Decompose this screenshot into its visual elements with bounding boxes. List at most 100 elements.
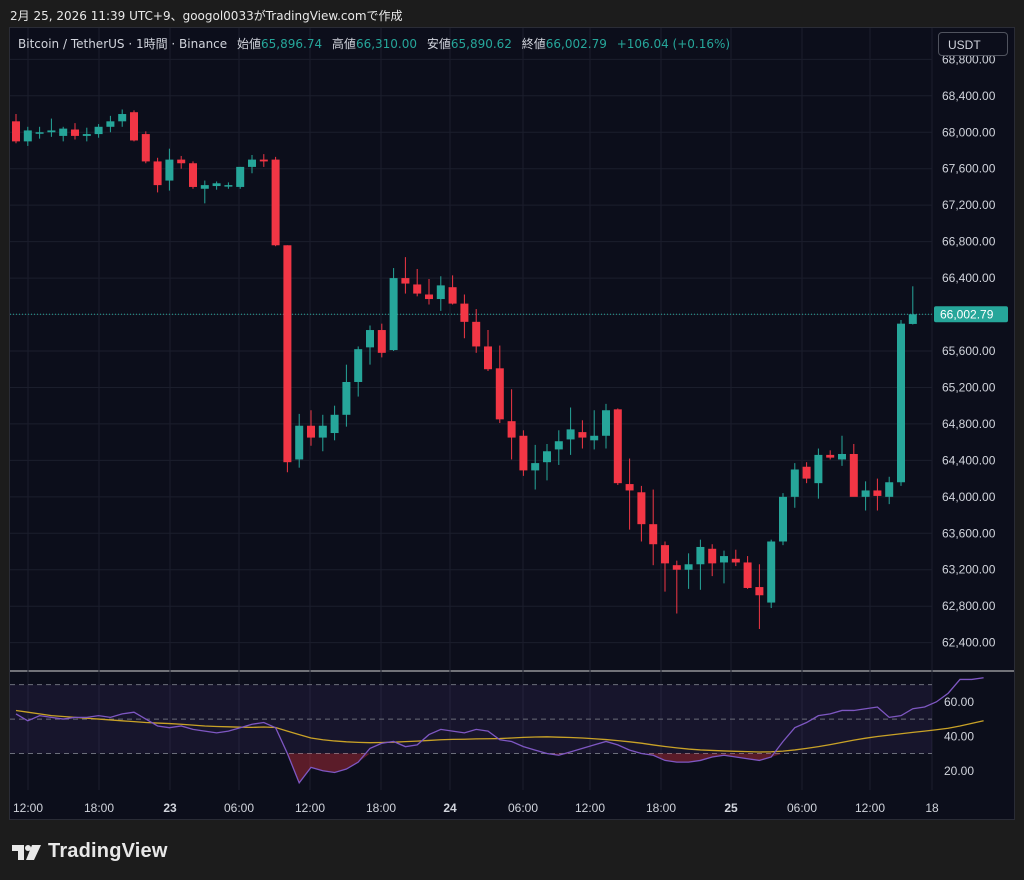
candle bbox=[59, 126, 68, 142]
candle-body bbox=[661, 545, 669, 564]
chart-canvas[interactable]: 12:00 18:00 23 06:00 12:00 18:00 24 06:00 12:00 1… bbox=[10, 28, 1015, 820]
candle bbox=[436, 276, 445, 311]
price-axis-label: 62,800.00 bbox=[942, 599, 996, 613]
time-axis-label: 06:00 bbox=[224, 801, 254, 815]
candle bbox=[259, 154, 268, 167]
symbol-title[interactable]: Bitcoin / TetherUS · 1時間 · Binance bbox=[18, 37, 228, 51]
candle bbox=[354, 346, 363, 397]
candle-body bbox=[908, 314, 917, 324]
last-price-tag-text: 66,002.79 bbox=[940, 307, 994, 321]
high-value: 66,310.00 bbox=[355, 37, 418, 51]
candle bbox=[71, 123, 79, 140]
candle bbox=[578, 420, 587, 449]
low-label: 安値 bbox=[426, 37, 451, 51]
candle-body bbox=[672, 565, 681, 570]
candle bbox=[106, 115, 115, 133]
change-value: +106.04 (+0.16%) bbox=[616, 37, 731, 51]
candle bbox=[377, 323, 386, 358]
candle-body bbox=[12, 121, 20, 142]
price-axis-label: 64,800.00 bbox=[942, 417, 996, 431]
candle bbox=[602, 403, 610, 449]
candle bbox=[566, 407, 575, 455]
candle bbox=[861, 481, 870, 511]
candle bbox=[519, 430, 528, 476]
candle bbox=[47, 118, 56, 137]
candle-body bbox=[861, 490, 870, 497]
chart-frame[interactable]: 12:00 18:00 23 06:00 12:00 18:00 24 06:00 12:00 1… bbox=[9, 27, 1015, 820]
candle bbox=[779, 493, 787, 546]
candle-body bbox=[554, 441, 563, 450]
candle-body bbox=[814, 454, 823, 484]
candle bbox=[189, 161, 197, 189]
candle-body bbox=[283, 245, 292, 463]
candle bbox=[790, 463, 799, 508]
candle bbox=[472, 309, 481, 353]
time-axis-label: 18 bbox=[925, 801, 939, 815]
currency-button[interactable]: USDT bbox=[938, 32, 1008, 56]
candle-body bbox=[838, 453, 846, 460]
candle bbox=[389, 268, 398, 351]
candle-body bbox=[236, 166, 245, 187]
candle-body bbox=[519, 435, 528, 471]
candle bbox=[554, 430, 563, 465]
time-axis-label: 18:00 bbox=[84, 801, 114, 815]
candle bbox=[873, 478, 882, 511]
candle-body bbox=[295, 425, 304, 460]
candle-body bbox=[755, 587, 764, 596]
time-axis-label: 06:00 bbox=[787, 801, 817, 815]
candle bbox=[885, 476, 894, 505]
candle-body bbox=[731, 558, 740, 563]
candle-body bbox=[495, 368, 504, 420]
price-axis-label: 62,400.00 bbox=[942, 636, 996, 650]
candle-body bbox=[354, 349, 363, 382]
candle-body bbox=[71, 129, 79, 136]
chart-caption: 2月 25, 2026 11:39 UTC+9、googol0033がTradi… bbox=[10, 9, 403, 23]
candle bbox=[637, 485, 646, 542]
price-axis-label: 65,600.00 bbox=[942, 344, 996, 358]
candle bbox=[696, 539, 705, 590]
candle-body bbox=[873, 490, 882, 496]
candle bbox=[849, 443, 858, 497]
time-axis-label: 12:00 bbox=[13, 801, 43, 815]
candle-body bbox=[200, 185, 209, 189]
candle-body bbox=[578, 432, 587, 438]
candle-body bbox=[141, 134, 150, 162]
candle-body bbox=[342, 381, 351, 415]
candle bbox=[767, 539, 776, 609]
tradingview-logo[interactable]: TradingView bbox=[12, 840, 168, 863]
candle bbox=[12, 114, 20, 144]
tradingview-logo-icon bbox=[12, 844, 41, 860]
price-axis-label: 68,000.00 bbox=[942, 125, 996, 139]
brand-name: TradingView bbox=[48, 840, 168, 862]
candle-body bbox=[448, 287, 457, 304]
candle-body bbox=[543, 451, 551, 463]
candle-body bbox=[696, 546, 705, 565]
candle-body bbox=[377, 330, 386, 353]
last-price-tag bbox=[934, 306, 1008, 323]
candle-body bbox=[436, 285, 445, 300]
candle-body bbox=[130, 112, 138, 141]
candle-body bbox=[790, 469, 799, 497]
candle-body bbox=[767, 541, 776, 603]
rsi-axis-label: 60.00 bbox=[944, 695, 974, 709]
rsi-axis-label: 20.00 bbox=[944, 764, 974, 778]
candle bbox=[118, 109, 127, 127]
candle bbox=[897, 320, 905, 486]
candle-body bbox=[802, 466, 811, 479]
candle bbox=[283, 245, 292, 473]
high-label: 高値 bbox=[331, 37, 356, 51]
candle-body bbox=[885, 482, 894, 497]
candle bbox=[507, 389, 516, 460]
candle bbox=[153, 157, 162, 193]
candle-body bbox=[460, 303, 469, 322]
candle-body bbox=[366, 330, 374, 348]
candle bbox=[448, 275, 457, 305]
candle bbox=[814, 448, 823, 499]
candle bbox=[908, 286, 917, 325]
candle-body bbox=[779, 496, 787, 542]
candle-body bbox=[849, 453, 858, 497]
rsi-ma-line bbox=[15, 709, 984, 753]
candle bbox=[649, 489, 658, 566]
candle-body bbox=[507, 421, 516, 438]
rsi-axis-label: 40.00 bbox=[944, 729, 974, 743]
